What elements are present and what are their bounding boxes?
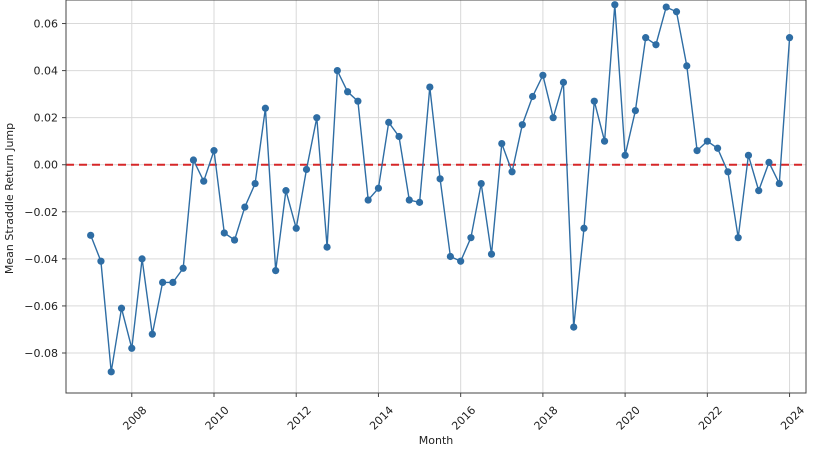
y-tick-label: 0.02 (34, 112, 59, 125)
data-point (333, 66, 341, 75)
data-point (559, 78, 568, 86)
data-point (241, 203, 249, 211)
data-point (662, 3, 670, 11)
data-point (302, 165, 311, 174)
data-point (549, 114, 557, 122)
data-point (570, 323, 578, 331)
data-point (765, 158, 773, 166)
data-point (364, 196, 372, 204)
series-points (87, 1, 794, 376)
data-point (744, 151, 753, 159)
data-point (600, 137, 609, 145)
data-point (292, 224, 300, 232)
data-point (446, 252, 454, 261)
data-point (498, 139, 506, 148)
y-tick-label: 0.00 (34, 159, 59, 172)
data-point (467, 234, 475, 242)
y-tick-label: −0.08 (24, 347, 58, 360)
y-tick-label: −0.02 (24, 206, 58, 219)
data-point (785, 34, 794, 42)
data-point (529, 92, 537, 101)
data-point (580, 224, 588, 232)
data-point (323, 243, 331, 251)
data-point (128, 344, 136, 352)
data-point (703, 137, 711, 145)
data-point (251, 179, 259, 188)
data-point (117, 304, 126, 312)
data-point (230, 236, 239, 244)
data-point (282, 187, 290, 195)
data-point (539, 71, 547, 79)
data-point (87, 231, 95, 239)
data-point (755, 187, 763, 195)
data-point (169, 278, 177, 286)
data-point (395, 132, 403, 141)
y-tick-labels: −0.08 −0.06 −0.04 −0.02 0.00 0.02 0.04 0.06 (24, 18, 66, 360)
data-point (385, 118, 393, 126)
data-point (652, 41, 660, 49)
data-point (189, 156, 198, 164)
data-point (487, 250, 496, 258)
data-point (148, 330, 156, 338)
data-point (724, 168, 732, 176)
x-axis-label: Month (419, 434, 454, 447)
data-point (272, 267, 280, 275)
data-point (734, 234, 742, 242)
data-point (683, 62, 691, 70)
data-point (159, 278, 167, 286)
y-tick-label: 0.06 (34, 18, 59, 31)
data-point (354, 97, 362, 105)
data-point (508, 168, 516, 176)
data-point (436, 175, 444, 183)
data-point (477, 179, 485, 188)
data-point (107, 368, 115, 376)
y-tick-label: −0.06 (24, 300, 58, 313)
data-point (179, 264, 187, 272)
data-point (313, 114, 321, 122)
y-axis-label: Mean Straddle Return Jump (3, 123, 16, 274)
data-point (642, 34, 650, 42)
data-point (631, 107, 639, 115)
data-point (374, 184, 383, 192)
data-point (220, 229, 228, 237)
y-tick-label: 0.04 (34, 65, 59, 78)
data-point (97, 257, 105, 265)
y-tick-label: −0.04 (24, 253, 58, 266)
data-point (672, 8, 681, 16)
data-point (405, 196, 413, 204)
data-point (611, 1, 619, 9)
data-point (457, 257, 465, 265)
data-point (590, 97, 598, 105)
data-point (426, 83, 434, 91)
data-point (621, 151, 629, 159)
data-point (415, 198, 424, 206)
data-point (210, 147, 218, 155)
data-point (261, 104, 269, 112)
data-point (714, 144, 722, 152)
plot-frame (65, 0, 807, 394)
data-point (138, 255, 146, 263)
data-point (518, 121, 526, 129)
data-point (693, 147, 701, 155)
data-point (344, 88, 352, 96)
data-point (200, 177, 208, 185)
data-point (775, 179, 783, 188)
